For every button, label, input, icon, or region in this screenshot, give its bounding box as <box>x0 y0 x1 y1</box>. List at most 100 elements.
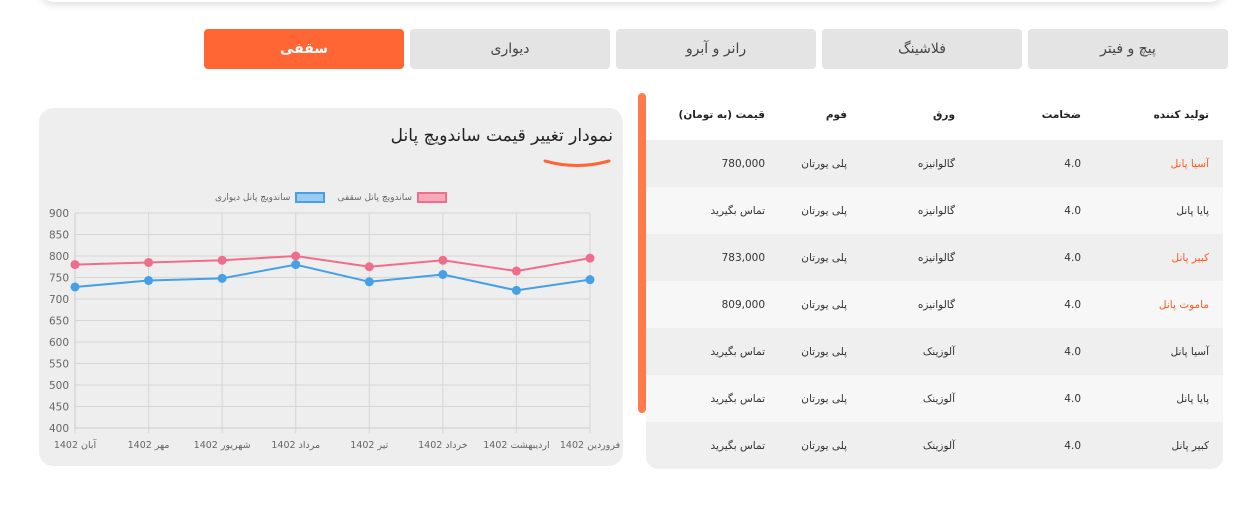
y-tick-label: 700 <box>49 294 69 306</box>
cell-foam: پلی یورتان <box>801 392 847 405</box>
cell-foam: پلی یورتان <box>801 251 847 264</box>
table-row: کبیر پانل 4.0 گالوانیزه پلی یورتان 783,000 <box>646 234 1223 281</box>
data-point <box>291 260 301 270</box>
table-row: آسیا پانل 4.0 گالوانیزه پلی یورتان 780,000 <box>646 140 1223 187</box>
cell-foam: پلی یورتان <box>801 439 847 452</box>
price-chart-card: نمودار تغییر قیمت ساندویچ پانل ساندویچ پ… <box>39 108 623 466</box>
y-tick-label: 450 <box>49 402 69 414</box>
y-tick-label: 900 <box>49 208 69 220</box>
cell-producer: کبیر پانل <box>1171 439 1209 452</box>
cell-thickness: 4.0 <box>1064 392 1081 405</box>
data-point <box>144 276 154 286</box>
cell-sheet: آلوزینک <box>922 439 955 452</box>
data-point <box>364 262 374 272</box>
header-producer: تولید کننده <box>1153 109 1209 121</box>
y-tick-label: 800 <box>49 251 69 263</box>
data-point <box>217 255 227 265</box>
x-tick-label: خرداد 1402 <box>418 440 468 451</box>
cell-sheet: گالوانیزه <box>917 298 955 311</box>
cell-price: 783,000 <box>721 251 765 264</box>
data-point <box>291 251 301 261</box>
data-point <box>438 255 448 265</box>
cell-price: 809,000 <box>721 298 765 311</box>
cell-price: تماس بگیرید <box>710 345 765 358</box>
header-thickness: ضخامت <box>1041 109 1081 121</box>
cell-sheet: آلوزینک <box>922 392 955 405</box>
tab-roof[interactable]: سقفی <box>204 29 404 69</box>
data-point <box>585 275 595 285</box>
cell-foam: پلی یورتان <box>801 345 847 358</box>
price-table-panel: تولید کننده ضخامت ورق فوم قیمت (به تومان… <box>638 90 1223 469</box>
producer-link[interactable]: ماموت پانل <box>1158 298 1209 311</box>
line-chart: 900 850 800 750 700 650 600 550 500 450 400 فروردین… <box>49 208 620 451</box>
data-point <box>144 257 154 267</box>
y-tick-label: 650 <box>49 316 69 328</box>
y-tick-label: 750 <box>49 273 69 285</box>
x-tick-label: آبان 1402 <box>54 438 97 451</box>
x-tick-label: شهریور 1402 <box>194 440 251 451</box>
chart-legend: ساندویچ پانل سقفی ساندویچ پانل دیواری <box>39 192 623 203</box>
cell-sheet: آلوزینک <box>922 345 955 358</box>
table-body: آسیا پانل 4.0 گالوانیزه پلی یورتان 780,000 پا… <box>646 140 1223 469</box>
tab-runner[interactable]: رانر و آبرو <box>616 29 816 69</box>
cell-producer: پایا پانل <box>1176 392 1209 405</box>
table-row: ماموت پانل 4.0 گالوانیزه پلی یورتان 809,000 <box>646 281 1223 328</box>
category-tabs: سقفی دیواری رانر و آبرو فلاشینگ پیچ و فی… <box>204 29 1228 69</box>
legend-label-roof: ساندویچ پانل سقفی <box>337 192 413 203</box>
cell-foam: پلی یورتان <box>801 157 847 170</box>
series-line <box>74 263 591 292</box>
header-price: قیمت (به تومان) <box>678 109 765 121</box>
x-tick-label: فروردین 1402 <box>560 440 620 451</box>
y-tick-label: 600 <box>49 337 69 349</box>
cell-sheet: گالوانیزه <box>917 251 955 264</box>
data-point <box>585 253 595 263</box>
table-row: پایا پانل 4.0 آلوزینک پلی یورتان تماس بگیرید <box>646 375 1223 422</box>
cell-thickness: 4.0 <box>1064 439 1081 452</box>
data-point <box>70 260 80 270</box>
cell-thickness: 4.0 <box>1064 298 1081 311</box>
legend-swatch-roof <box>417 192 448 203</box>
tab-screws[interactable]: پیچ و فیتر <box>1028 29 1228 69</box>
cell-thickness: 4.0 <box>1064 157 1081 170</box>
data-point <box>511 285 521 295</box>
table-row: آسیا پانل 4.0 آلوزینک پلی یورتان تماس بگیرید <box>646 328 1223 375</box>
y-tick-label: 550 <box>49 359 69 371</box>
legend-label-wall: ساندویچ پانل دیواری <box>214 192 291 203</box>
producer-link[interactable]: کبیر پانل <box>1171 251 1209 264</box>
cell-thickness: 4.0 <box>1064 204 1081 217</box>
x-tick-label: مرداد 1402 <box>271 440 320 451</box>
top-header-bar <box>40 0 1224 2</box>
header-foam: فوم <box>825 109 847 121</box>
cell-foam: پلی یورتان <box>801 298 847 311</box>
table-row: پایا پانل 4.0 گالوانیزه پلی یورتان تماس بگیر… <box>646 187 1223 234</box>
y-tick-label: 500 <box>49 380 69 392</box>
cell-foam: پلی یورتان <box>801 204 847 217</box>
producer-link[interactable]: آسیا پانل <box>1170 157 1209 170</box>
data-point <box>364 277 374 287</box>
chart-title: نمودار تغییر قیمت ساندویچ پانل <box>390 126 613 146</box>
header-sheet: ورق <box>933 109 955 121</box>
legend-item-wall[interactable]: ساندویچ پانل دیواری <box>215 192 326 203</box>
data-point <box>70 282 80 292</box>
cell-thickness: 4.0 <box>1064 345 1081 358</box>
table-scrollbar[interactable] <box>638 93 646 413</box>
data-point <box>511 266 521 276</box>
cell-price: تماس بگیرید <box>710 204 765 217</box>
x-tick-label: تیر 1402 <box>350 440 388 451</box>
table-row: کبیر پانل 4.0 آلوزینک پلی یورتان تماس بگیرید <box>646 422 1223 469</box>
x-tick-label: اردیبهشت 1402 <box>483 440 549 451</box>
legend-item-roof[interactable]: ساندویچ پانل سقفی <box>337 192 448 203</box>
cell-sheet: گالوانیزه <box>917 157 955 170</box>
cell-producer: پایا پانل <box>1176 204 1209 217</box>
tab-wall[interactable]: دیواری <box>410 29 610 69</box>
y-tick-label: 850 <box>49 230 69 242</box>
tab-flashing[interactable]: فلاشینگ <box>822 29 1022 69</box>
cell-thickness: 4.0 <box>1064 251 1081 264</box>
title-underline-icon <box>543 159 611 167</box>
cell-sheet: گالوانیزه <box>917 204 955 217</box>
cell-price: تماس بگیرید <box>710 439 765 452</box>
data-point <box>438 269 448 279</box>
price-table: تولید کننده ضخامت ورق فوم قیمت (به تومان… <box>646 90 1223 469</box>
table-header-row: تولید کننده ضخامت ورق فوم قیمت (به تومان… <box>646 90 1223 140</box>
cell-price: 780,000 <box>721 157 765 170</box>
